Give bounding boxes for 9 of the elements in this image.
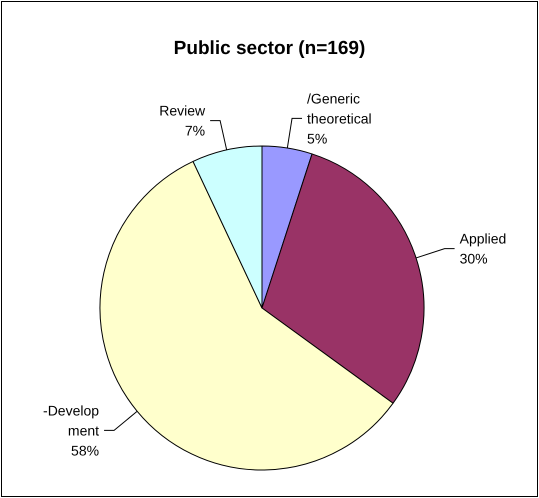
data-label: 7%: [184, 122, 206, 139]
data-label: 58%: [71, 442, 100, 458]
slice-label: Review: [159, 102, 206, 119]
data-label: 5%: [307, 130, 328, 146]
slice-label: -Develop ment: [43, 402, 100, 438]
slice-label: /Generic theoretical: [307, 90, 372, 126]
data-label: 30%: [460, 250, 488, 267]
chart-title: Public sector (n=169): [174, 38, 366, 59]
slice-label: Applied: [460, 230, 506, 247]
